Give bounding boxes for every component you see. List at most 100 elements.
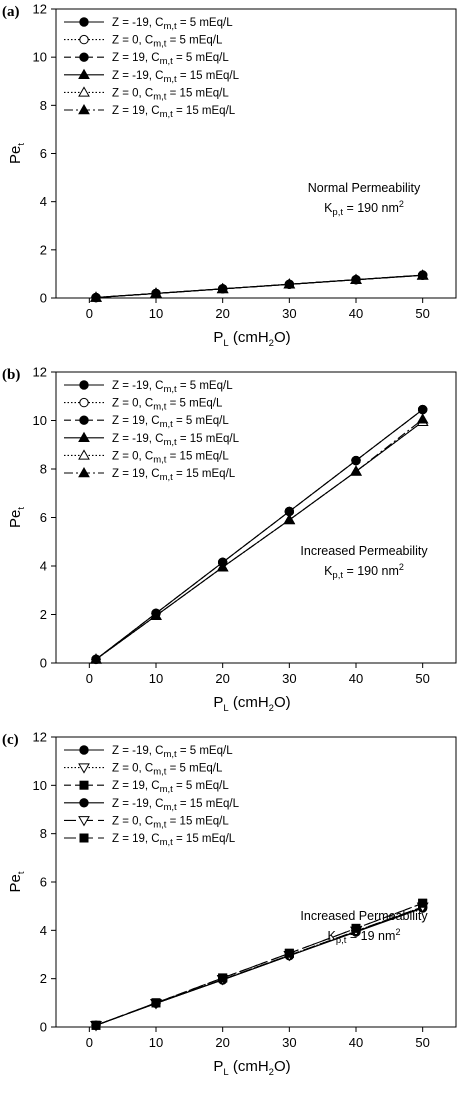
x-axis-title: PL (cmH2O) [213, 329, 290, 349]
legend-entry: Z = 19, Cm,t = 5 mEq/L [64, 780, 229, 795]
y-tick-label: 10 [33, 778, 47, 793]
x-tick-label: 0 [86, 1035, 93, 1050]
data-point [91, 1020, 101, 1030]
y-tick-label: 8 [40, 98, 47, 113]
annotation-permeability: Kp,t = 190 nm2 [324, 562, 404, 581]
legend-entry: Z = 0, Cm,t = 5 mEq/L [64, 398, 223, 413]
series-line [95, 409, 424, 660]
legend-entry: Z = -19, Cm,t = 5 mEq/L [64, 745, 233, 760]
chart-panel-a: (a) 0 10 20 30 40 50 0 2 4 6 8 10 12 PL (cmH2O) Pet Z = … [2, 2, 457, 349]
y-tick-label: 0 [40, 1020, 47, 1035]
data-point [216, 561, 229, 572]
legend-marker [78, 763, 90, 774]
data-point [350, 273, 362, 284]
legend-entry: Z = 19, Cm,t = 5 mEq/L [64, 415, 229, 430]
legend-entry: Z = 0, Cm,t = 15 mEq/L [64, 449, 229, 465]
y-tick-label: 10 [33, 413, 47, 428]
legend-label: Z = 19, Cm,t = 5 mEq/L [112, 52, 229, 67]
legend-entry: Z = 0, Cm,t = 5 mEq/L [64, 763, 223, 778]
legend-label: Z = 0, Cm,t = 15 mEq/L [112, 815, 229, 830]
x-tick-label: 30 [282, 671, 296, 686]
series-5 [91, 898, 428, 1030]
x-tick-label: 0 [86, 306, 93, 321]
y-tick-label: 4 [40, 923, 47, 938]
legend-label: Z = 0, Cm,t = 5 mEq/L [112, 763, 223, 778]
y-axis-title: Pet [7, 507, 27, 528]
x-axis-title: PL (cmH2O) [213, 694, 290, 714]
legend: Z = -19, Cm,t = 5 mEq/L Z = 0, Cm,t = 5 m… [64, 17, 240, 120]
data-point [418, 898, 428, 908]
series-line [95, 902, 423, 1026]
legend: Z = -19, Cm,t = 5 mEq/L Z = 0, Cm,t = 5 m… [64, 380, 240, 483]
legend-entry: Z = 0, Cm,t = 15 mEq/L [64, 86, 229, 102]
data-point [90, 653, 102, 664]
legend-marker [78, 103, 90, 115]
legend-entry: Z = -19, Cm,t = 5 mEq/L [64, 380, 233, 395]
legend-marker [79, 780, 89, 790]
data-point [216, 282, 229, 294]
x-tick-label: 10 [149, 671, 163, 686]
x-tick-label: 40 [349, 671, 363, 686]
panel-label: (c) [2, 732, 19, 748]
data-point [283, 278, 296, 289]
series-5 [90, 413, 429, 664]
data-point [151, 998, 161, 1008]
x-tick-label: 20 [215, 671, 229, 686]
legend-marker [78, 431, 90, 443]
legend-entry: Z = 19, Cm,t = 15 mEq/L [64, 103, 236, 120]
data-point [351, 923, 361, 933]
data-point [417, 404, 428, 415]
annotation-title: Increased Permeability [300, 909, 428, 923]
panel-label: (b) [2, 367, 20, 383]
legend-label: Z = -19, Cm,t = 15 mEq/L [112, 70, 240, 85]
annotation-title: Normal Permeability [308, 181, 421, 195]
data-point [150, 287, 162, 298]
legend-label: Z = 19, Cm,t = 15 mEq/L [112, 468, 236, 483]
x-tick-label: 50 [415, 306, 429, 321]
x-tick-label: 50 [415, 1035, 429, 1050]
y-tick-label: 10 [33, 50, 47, 65]
series-line [95, 274, 423, 299]
x-tick-label: 0 [86, 671, 93, 686]
chart-panel-b: (b) 0 10 20 30 40 50 0 2 4 6 8 10 12 PL (cmH2O) Pet Z = … [2, 365, 457, 714]
legend: Z = -19, Cm,t = 5 mEq/L Z = 0, Cm,t = 5 m… [64, 745, 240, 848]
legend-marker [79, 415, 89, 425]
data-point [350, 465, 362, 476]
legend-entry: Z = -19, Cm,t = 15 mEq/L [64, 68, 240, 85]
series-line [95, 274, 423, 299]
legend-marker [79, 745, 89, 755]
x-tick-label: 30 [282, 306, 296, 321]
y-tick-label: 2 [40, 242, 47, 257]
y-tick-label: 12 [33, 730, 47, 745]
legend-marker [79, 52, 89, 62]
legend-marker [79, 17, 89, 27]
y-tick-label: 8 [40, 826, 47, 841]
y-tick-label: 4 [40, 559, 47, 574]
y-tick-label: 2 [40, 971, 47, 986]
legend-marker [78, 86, 90, 97]
series-5 [90, 269, 429, 302]
legend-entry: Z = -19, Cm,t = 15 mEq/L [64, 798, 240, 813]
panel-label: (a) [2, 4, 20, 20]
y-axis-title: Pet [7, 143, 27, 164]
legend-label: Z = 0, Cm,t = 15 mEq/L [112, 87, 229, 102]
y-tick-label: 12 [33, 2, 47, 17]
chart-panel-c: (c) 0 10 20 30 40 50 0 2 4 6 8 10 12 PL (cmH2O) Pet Z = … [2, 730, 457, 1078]
legend-entry: Z = 0, Cm,t = 5 mEq/L [64, 35, 223, 50]
x-tick-label: 10 [149, 306, 163, 321]
x-tick-label: 40 [349, 1035, 363, 1050]
legend-label: Z = -19, Cm,t = 5 mEq/L [112, 380, 233, 395]
legend-label: Z = 0, Cm,t = 5 mEq/L [112, 398, 223, 413]
legend-label: Z = -19, Cm,t = 15 mEq/L [112, 798, 240, 813]
legend-label: Z = 19, Cm,t = 15 mEq/L [112, 105, 236, 120]
series-line [95, 409, 424, 660]
legend-marker [78, 449, 90, 460]
series-3 [90, 269, 429, 302]
data-point [283, 513, 296, 525]
legend-marker [79, 397, 89, 408]
legend-label: Z = 0, Cm,t = 15 mEq/L [112, 450, 229, 465]
y-tick-label: 2 [40, 607, 47, 622]
data-point [218, 973, 228, 983]
legend-entry: Z = 19, Cm,t = 15 mEq/L [64, 466, 236, 483]
y-tick-label: 6 [40, 875, 47, 890]
